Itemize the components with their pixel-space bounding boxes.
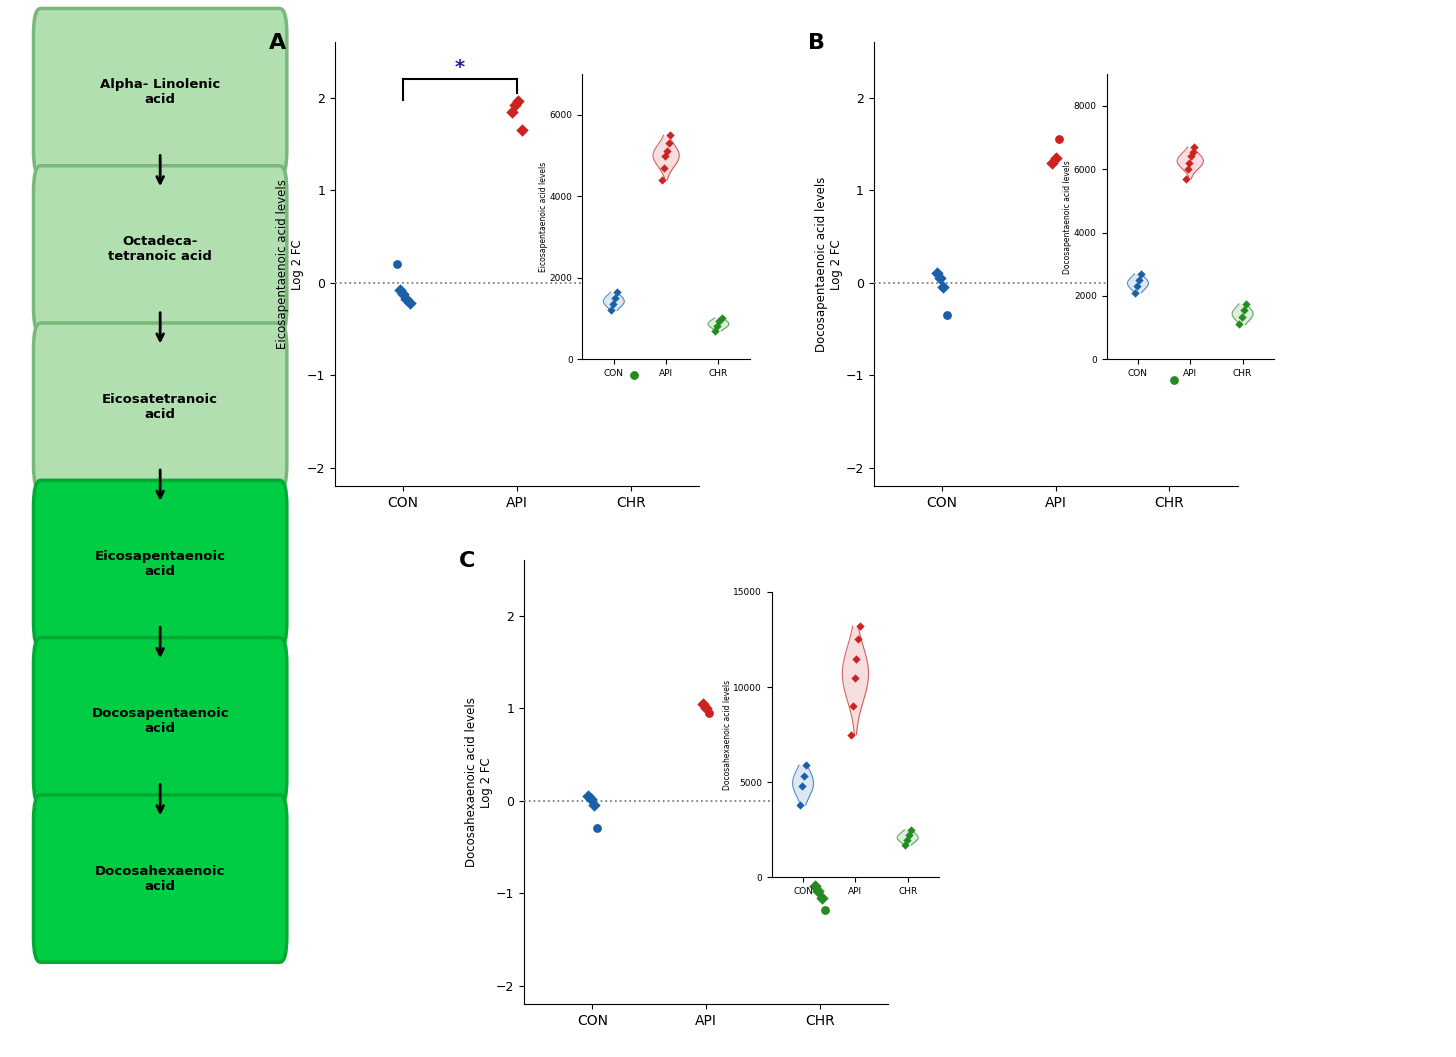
Point: [1123, 284, 1146, 301]
Point: [1044, 149, 1067, 166]
Y-axis label: Docosapentaenoic acid levels
Log 2 FC: Docosapentaenoic acid levels Log 2 FC: [815, 177, 843, 352]
Point: [1159, 332, 1182, 349]
FancyBboxPatch shape: [33, 8, 287, 175]
Point: [847, 617, 871, 634]
Point: [795, 757, 818, 774]
Point: [703, 322, 727, 339]
Point: [585, 820, 609, 837]
Text: *: *: [454, 58, 464, 77]
Point: [655, 143, 678, 160]
Point: [1175, 170, 1198, 187]
Point: [1181, 143, 1204, 160]
Point: [695, 700, 718, 717]
Point: [510, 122, 533, 138]
Point: [708, 313, 731, 330]
Point: [507, 92, 530, 109]
Text: Eicosatetranoic
acid: Eicosatetranoic acid: [102, 393, 218, 421]
Point: [1153, 320, 1176, 337]
Y-axis label: Docosahexaenoic acid levels: Docosahexaenoic acid levels: [722, 680, 732, 790]
Point: [1182, 138, 1206, 155]
Point: [840, 726, 863, 743]
Point: [1178, 154, 1201, 171]
Point: [697, 704, 721, 721]
Point: [1227, 316, 1251, 333]
Point: [582, 797, 606, 814]
Point: [654, 147, 677, 164]
Point: [395, 291, 418, 308]
Point: [616, 322, 639, 339]
Point: [1125, 278, 1149, 295]
Text: Docosapentaenoic
acid: Docosapentaenoic acid: [92, 707, 229, 736]
Point: [1156, 326, 1179, 342]
Point: [1230, 309, 1254, 326]
Text: Eicosapentaenoic
acid: Eicosapentaenoic acid: [95, 550, 226, 578]
Point: [1162, 371, 1185, 388]
Point: [935, 307, 958, 323]
Point: [598, 302, 622, 319]
Text: B: B: [808, 34, 826, 54]
Point: [603, 290, 626, 307]
Point: [392, 285, 415, 302]
Point: [706, 317, 729, 334]
Point: [812, 902, 836, 919]
Y-axis label: Eicosapentaenoic acid levels
Log 2 FC: Eicosapentaenoic acid levels Log 2 FC: [277, 180, 304, 349]
Point: [893, 836, 916, 853]
Point: [606, 283, 629, 300]
Point: [651, 171, 674, 188]
Point: [389, 281, 412, 298]
Point: [897, 827, 920, 843]
FancyBboxPatch shape: [33, 323, 287, 490]
Point: [1047, 131, 1070, 148]
Point: [619, 328, 642, 345]
Point: [1041, 154, 1064, 171]
Point: [601, 296, 625, 313]
Point: [844, 650, 868, 667]
Point: [657, 135, 680, 152]
Point: [692, 696, 715, 712]
Point: [1127, 272, 1150, 289]
Point: [791, 778, 814, 795]
Point: [1232, 301, 1255, 318]
Point: [1176, 161, 1200, 178]
Point: [658, 127, 681, 144]
Text: Alpha- Linolenic
acid: Alpha- Linolenic acid: [100, 78, 220, 106]
Point: [1130, 265, 1153, 282]
Y-axis label: Docosapentaenoic acid levels: Docosapentaenoic acid levels: [1063, 160, 1073, 274]
FancyBboxPatch shape: [33, 480, 287, 648]
Text: Docosahexaenoic
acid: Docosahexaenoic acid: [95, 865, 226, 892]
Point: [397, 295, 421, 312]
Point: [579, 791, 603, 808]
Point: [622, 367, 645, 384]
Point: [842, 698, 865, 715]
Y-axis label: Eicosapentaenoic acid levels: Eicosapentaenoic acid levels: [539, 162, 549, 272]
FancyBboxPatch shape: [33, 795, 287, 962]
Point: [384, 256, 408, 273]
Point: [929, 270, 952, 286]
Point: [1235, 295, 1258, 313]
Point: [926, 265, 949, 282]
Text: A: A: [269, 34, 287, 54]
Point: [711, 310, 734, 327]
Point: [895, 832, 919, 849]
Point: [810, 889, 833, 906]
Y-axis label: Docosahexaenoic acid levels
Log 2 FC: Docosahexaenoic acid levels Log 2 FC: [466, 698, 494, 867]
Point: [652, 160, 676, 177]
Point: [504, 97, 527, 114]
Point: [1179, 148, 1203, 165]
Text: Octadeca-
tetranoic acid: Octadeca- tetranoic acid: [108, 236, 213, 263]
Point: [501, 104, 524, 120]
Point: [577, 787, 600, 804]
FancyBboxPatch shape: [33, 166, 287, 333]
Text: C: C: [459, 552, 475, 572]
FancyBboxPatch shape: [33, 637, 287, 805]
Point: [804, 877, 827, 894]
Point: [807, 883, 830, 900]
Point: [792, 768, 815, 785]
Point: [846, 631, 869, 648]
Point: [843, 669, 866, 686]
Point: [932, 279, 955, 296]
Point: [788, 797, 811, 814]
Point: [900, 821, 923, 838]
